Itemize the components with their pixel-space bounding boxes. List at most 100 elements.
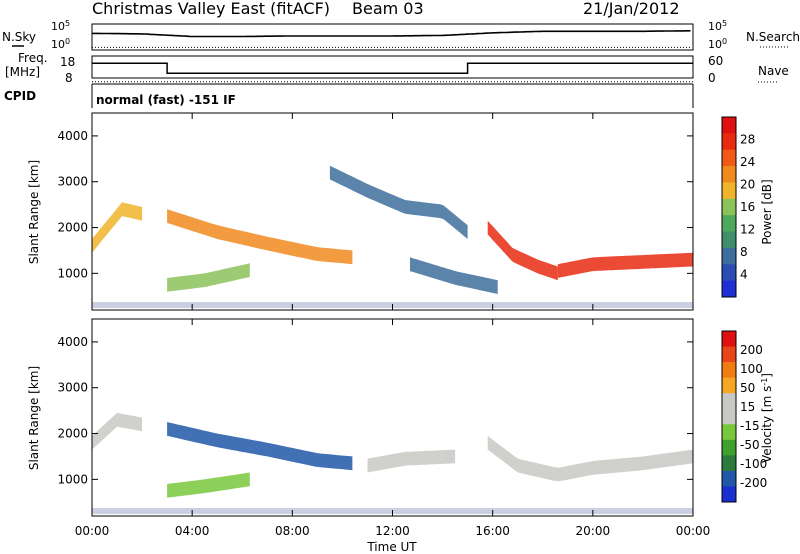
x-tick-label-3: 12:00 <box>375 524 410 538</box>
colorbar-cell-8 <box>722 247 736 265</box>
x-tick-label-1: 04:00 <box>175 524 210 538</box>
colorbar-cell-6 <box>722 215 736 233</box>
y-tick-label-0: 1000 <box>57 472 88 486</box>
data-band-3 <box>487 220 558 281</box>
colorbar-cell-10 <box>722 280 736 298</box>
colorbar-cell-0 <box>722 331 736 348</box>
colorbar-tick-4: -15 <box>740 419 760 433</box>
station-title: Christmas Valley East (fitACF) <box>92 0 330 18</box>
freq-left-tick-bottom: 8 <box>65 71 73 85</box>
colorbar-cell-1 <box>722 133 736 151</box>
date-label: 21/Jan/2012 <box>583 0 680 18</box>
data-band-6 <box>410 257 498 294</box>
x-axis-label: Time UT <box>366 540 417 554</box>
nsearch-label: N.Search <box>746 30 800 44</box>
noise-left-tick-bottom: 100 <box>51 37 70 52</box>
colorbar-cell-2 <box>722 362 736 379</box>
freq-right-tick-bottom: 0 <box>708 71 716 85</box>
data-band-0 <box>92 202 143 253</box>
freq-label: Freq. <box>18 51 48 65</box>
mode-label: normal (fast) -151 IF <box>96 93 236 107</box>
power-colorbar: 28 24 20 16 12 8 4 <box>721 116 755 298</box>
data-band-1 <box>167 209 353 265</box>
nsky-label: N.Sky <box>2 30 36 44</box>
colorbar-cell-3 <box>722 377 736 394</box>
freq-right-tick-top: 60 <box>708 54 723 68</box>
power-colorbar-label: Power [dB] <box>760 179 774 244</box>
noise-right-tick-bottom: 100 <box>708 37 727 52</box>
velocity-colorbar-label: Velocity [m s-1] <box>760 373 775 463</box>
data-band-4 <box>557 252 693 278</box>
velocity-colorbar: 200 100 50 15 -15 -50 -100 -200 <box>721 330 767 503</box>
colorbar-tick-0: 200 <box>740 343 763 357</box>
data-band-5 <box>329 165 468 239</box>
colorbar-tick-6: -100 <box>740 457 767 471</box>
freq-series <box>92 62 693 83</box>
colorbar-tick-1: 24 <box>740 155 755 169</box>
y-tick-label-1: 2000 <box>57 221 88 235</box>
velocity-y-axis-label: Slant Range [km] <box>27 366 41 470</box>
power-y-ticks: 1000 2000 3000 4000 <box>57 129 693 280</box>
y-tick-label-1: 2000 <box>57 427 88 441</box>
colorbar-tick-2: 50 <box>740 381 755 395</box>
colorbar-tick-5: -50 <box>740 438 760 452</box>
power-data-bands <box>92 165 693 308</box>
colorbar-tick-7: -200 <box>740 476 767 490</box>
y-tick-label-2: 3000 <box>57 175 88 189</box>
noise-right-tick-top: 105 <box>708 19 727 34</box>
colorbar-tick-4: 12 <box>740 223 755 237</box>
colorbar-cell-5 <box>722 408 736 425</box>
data-band-2 <box>167 263 250 292</box>
y-tick-label-3: 4000 <box>57 129 88 143</box>
colorbar-tick-5: 8 <box>740 245 748 259</box>
velocity-y-ticks: 1000 2000 3000 4000 <box>57 335 693 486</box>
y-tick-label-0: 1000 <box>57 266 88 280</box>
data-band-4 <box>487 435 693 482</box>
x-tick-label-6: 00:00 <box>676 524 711 538</box>
colorbar-cell-6 <box>722 424 736 441</box>
colorbar-tick-1: 100 <box>740 362 763 376</box>
colorbar-cell-5 <box>722 198 736 216</box>
colorbar-tick-3: 16 <box>740 200 755 214</box>
data-band-2 <box>167 472 250 498</box>
noise-series <box>92 30 691 48</box>
colorbar-cell-1 <box>722 346 736 363</box>
colorbar-tick-3: 15 <box>740 400 755 414</box>
colorbar-tick-6: 4 <box>740 268 748 282</box>
colorbar-cell-3 <box>722 166 736 183</box>
noise-panel-frame <box>91 23 694 51</box>
colorbar-cell-4 <box>722 182 736 200</box>
colorbar-cell-0 <box>722 117 736 134</box>
colorbar-cell-2 <box>722 149 736 167</box>
colorbar-cell-7 <box>722 439 736 456</box>
freq-left-tick-top: 18 <box>60 55 75 69</box>
x-tick-label-5: 20:00 <box>576 524 611 538</box>
x-tick-label-0: 00:00 <box>75 524 110 538</box>
y-tick-label-3: 4000 <box>57 335 88 349</box>
colorbar-cell-9 <box>722 264 736 282</box>
cpid-label: CPID <box>4 89 36 103</box>
colorbar-cell-4 <box>722 393 736 410</box>
data-band-1 <box>167 422 353 471</box>
data-band-0 <box>92 412 143 450</box>
noise-line-0 <box>92 30 691 38</box>
noise-left-tick-top: 105 <box>51 19 70 34</box>
freq-unit-label: [MHz] <box>5 65 40 79</box>
freq-panel-frame <box>91 55 694 79</box>
beam-label: Beam 03 <box>352 0 424 18</box>
y-tick-label-2: 3000 <box>57 381 88 395</box>
time-x-ticks: 00:00 04:00 08:00 12:00 16:00 20:00 00:00 <box>75 113 711 538</box>
power-y-axis-label: Slant Range [km] <box>27 160 41 264</box>
colorbar-frame <box>721 116 737 298</box>
x-tick-label-4: 16:00 <box>475 524 510 538</box>
nave-label: Nave <box>758 64 789 78</box>
colorbar-frame <box>721 330 737 503</box>
colorbar-tick-2: 20 <box>740 178 755 192</box>
freq-line-0 <box>92 62 693 74</box>
colorbar-cell-9 <box>722 470 736 487</box>
colorbar-cell-7 <box>722 231 736 249</box>
colorbar-cell-8 <box>722 455 736 472</box>
data-band-3 <box>367 449 456 473</box>
colorbar-tick-0: 28 <box>740 133 755 147</box>
